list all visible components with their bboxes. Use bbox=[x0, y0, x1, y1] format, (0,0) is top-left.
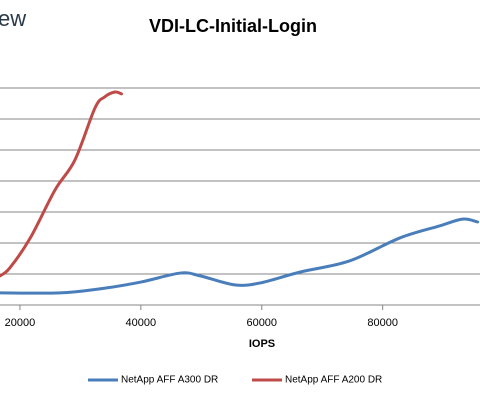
chart-title: VDI-LC-Initial-Login bbox=[149, 16, 317, 36]
x-tick-label: 80000 bbox=[367, 317, 398, 329]
x-tick-label: 60000 bbox=[246, 317, 277, 329]
data-line bbox=[0, 217, 480, 295]
x-tick-label: 40000 bbox=[126, 317, 157, 329]
x-tick-label: 20000 bbox=[5, 317, 36, 329]
legend-label: NetApp AFF A300 DR bbox=[121, 375, 218, 386]
x-axis-label: IOPS bbox=[249, 338, 275, 350]
logo-text: ew bbox=[0, 6, 26, 31]
legend-label: NetApp AFF A200 DR bbox=[285, 375, 382, 386]
data-line bbox=[0, 90, 124, 278]
